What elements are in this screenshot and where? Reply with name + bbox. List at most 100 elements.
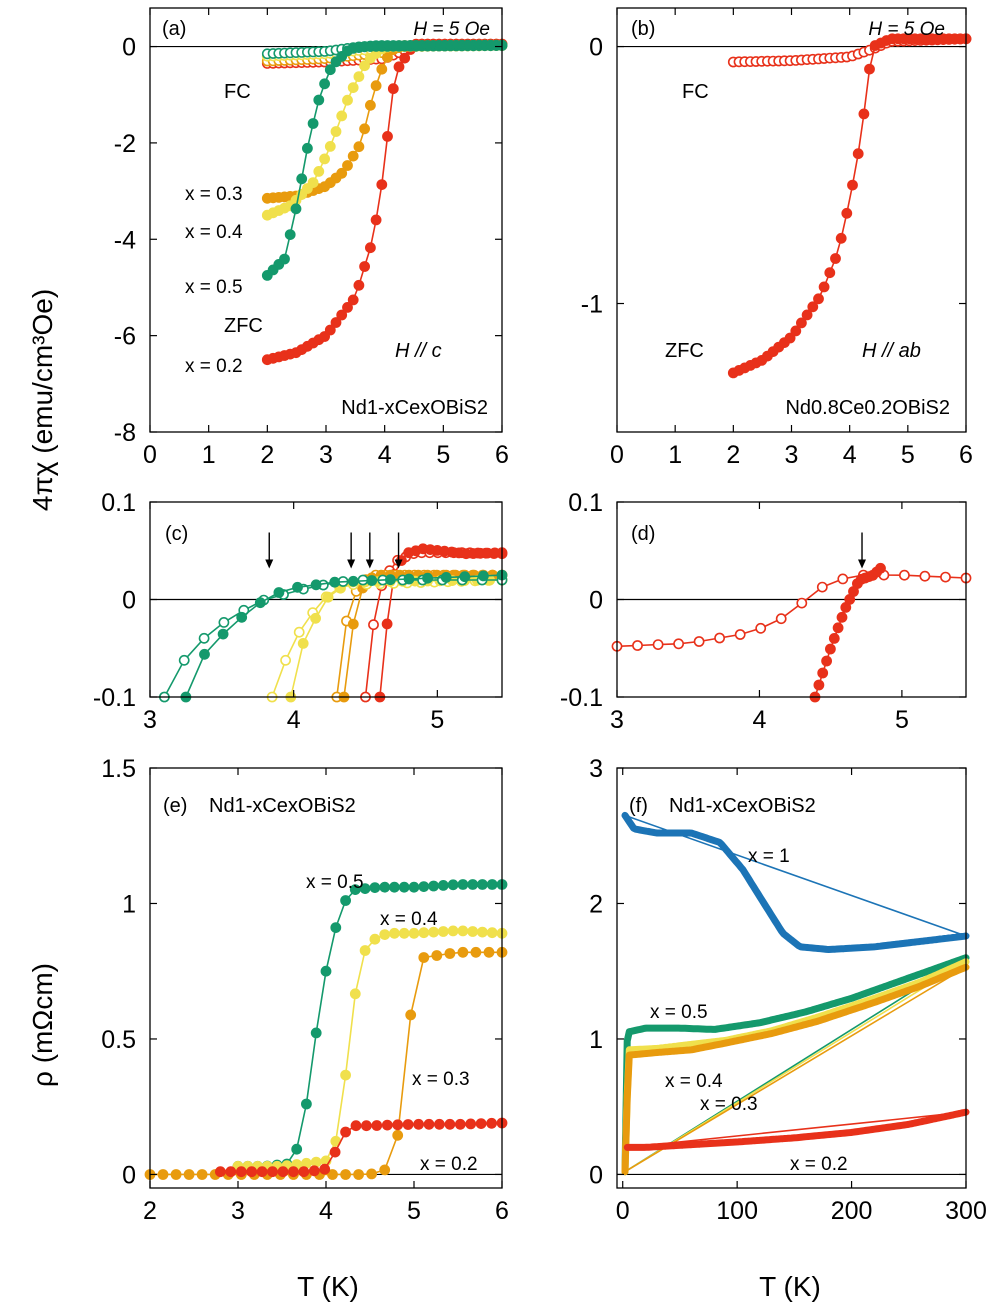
data-point-rho [340, 1169, 351, 1180]
data-point-zfc [364, 242, 376, 254]
data-point-zfc [217, 628, 229, 640]
data-point-rho [465, 1118, 477, 1130]
data-point-zfc [399, 52, 411, 64]
data-point-zfc [310, 612, 321, 624]
tc-arrow-head [394, 559, 403, 569]
x-tick-label: 6 [495, 1197, 509, 1225]
tc-arrow-head [265, 559, 274, 569]
data-point-zfc [296, 173, 308, 185]
data-point-rho [486, 927, 498, 939]
data-point-zfc [324, 324, 336, 336]
data-point-zfc [384, 574, 396, 586]
data-point-zfc [366, 575, 378, 586]
y-tick-label: -0.1 [93, 684, 136, 712]
data-point-zfc [353, 141, 365, 153]
data-point-zfc [336, 309, 348, 321]
x-tick-label: 3 [785, 441, 799, 469]
data-point-rho [447, 879, 459, 891]
x-tick-label: 1 [668, 441, 682, 469]
y-tick-label: 0 [122, 34, 136, 62]
ticks: 0 1 2 3 4 5 60-2-4-6-80 1 2 3 4 5 60-13 4 50.10-0.13 4 5… [93, 8, 987, 1225]
data-point-zfc [347, 294, 359, 306]
data-point-rho [183, 1169, 195, 1180]
series-a-x05 [261, 39, 508, 281]
series-f-x1 [621, 811, 970, 953]
data-point-rho [457, 946, 469, 958]
data-point-zfc [342, 94, 353, 106]
data-point-zfc [347, 618, 359, 630]
panel-b-direction: H // ab [862, 340, 921, 362]
panel-b-zfc: ZFC [665, 340, 704, 362]
x-tick-label: 3 [231, 1197, 245, 1225]
data-point-fc [178, 654, 190, 666]
data-point-fc [919, 570, 931, 582]
y-tick-label: -6 [114, 323, 136, 351]
panel-a-field: H = 5 Oe [413, 19, 490, 40]
data-point-zfc [801, 309, 813, 321]
data-point-fc [734, 629, 746, 640]
y-tick-label: 0 [122, 1161, 136, 1189]
data-point-rho [196, 1169, 208, 1180]
data-point-zfc [359, 60, 370, 72]
frame-f [616, 767, 967, 1189]
data-point-zfc [236, 611, 248, 623]
data-point-zfc [422, 572, 433, 584]
y-tick-label: 2 [589, 890, 603, 918]
data-point-rho [433, 1118, 445, 1130]
data-point-zfc [330, 317, 342, 328]
data-layer [144, 33, 972, 1180]
tc-arrow [347, 532, 356, 569]
data-point-zfc [347, 575, 359, 587]
series-band [621, 811, 970, 953]
panel-a-label-x04: x = 0.4 [185, 222, 243, 243]
data-point-rho [369, 882, 381, 893]
data-point-rho [467, 926, 479, 937]
y-tick-label: 1 [122, 890, 136, 918]
data-point-zfc [852, 148, 864, 160]
data-point-rho [329, 1146, 341, 1158]
tc-arrow [265, 532, 274, 569]
x-tick-label: 2 [260, 441, 274, 469]
data-point-zfc [836, 611, 848, 623]
data-point-rho [428, 880, 439, 892]
panel-a-zfc: ZFC [224, 315, 263, 337]
data-point-rho [457, 925, 469, 937]
panel-a-direction: H // c [395, 340, 442, 362]
data-point-zfc [370, 214, 382, 226]
data-point-zfc [813, 293, 824, 305]
data-point-zfc [324, 64, 336, 76]
data-point-rho [360, 1120, 372, 1132]
panel-f-label-x1: x = 1 [748, 846, 790, 867]
y-tick-label: -2 [114, 130, 136, 158]
data-point-rho [392, 1129, 404, 1141]
x-axis-label-left: T (K) [297, 1271, 359, 1302]
series-line-rho [150, 951, 502, 1176]
data-point-zfc [376, 63, 388, 75]
panel-e-label-x04: x = 0.4 [380, 909, 438, 930]
data-point-zfc [319, 331, 330, 342]
data-point-zfc [322, 591, 334, 603]
panel-a-label-x03: x = 0.3 [185, 184, 243, 205]
data-point-zfc [307, 177, 319, 188]
data-point-zfc [841, 207, 853, 219]
data-point-zfc [381, 618, 393, 630]
series-line-fc [616, 574, 967, 648]
data-point-rho [470, 946, 482, 958]
data-point-rho [398, 881, 410, 893]
panel-b-field: H = 5 Oe [868, 19, 945, 40]
data-point-zfc [336, 110, 348, 122]
data-point-zfc [817, 667, 829, 679]
data-point-rho [486, 879, 498, 890]
series-line-rho [238, 930, 503, 1168]
x-tick-label: 5 [407, 1197, 421, 1225]
data-point-rho [388, 927, 400, 939]
data-point-rho [423, 1118, 435, 1130]
x-tick-label: 4 [287, 706, 301, 734]
data-point-zfc [313, 165, 325, 177]
data-point-fc [693, 636, 705, 647]
data-point-zfc [284, 229, 296, 240]
data-point-rho [388, 881, 400, 893]
data-point-rho [298, 1166, 310, 1178]
data-point-zfc [382, 51, 393, 63]
